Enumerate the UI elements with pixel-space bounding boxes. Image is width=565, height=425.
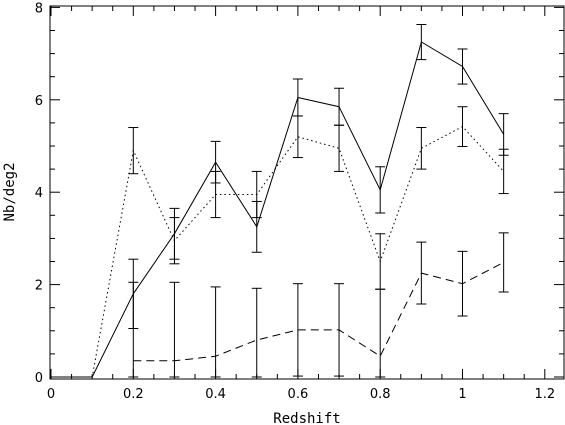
y-axis-title: Nb/deg2 <box>2 162 18 221</box>
y-tick-label: 8 <box>35 1 43 16</box>
series-line-solid <box>51 41 505 378</box>
y-tick-label: 4 <box>35 186 43 201</box>
series-dashed <box>128 232 509 378</box>
error-bar <box>375 166 386 214</box>
error-bar <box>498 232 509 293</box>
error-bar <box>334 283 345 377</box>
x-tick-label: 0.4 <box>205 387 226 402</box>
y-tick-label: 6 <box>35 94 43 109</box>
series-solid <box>51 23 509 378</box>
x-axis-title: Redshift <box>273 411 340 425</box>
error-bar <box>416 127 427 170</box>
error-bar <box>498 148 509 195</box>
error-bar <box>375 233 386 290</box>
plot-frame <box>49 5 565 380</box>
error-bar <box>375 288 386 378</box>
x-tick-label: 0.6 <box>288 387 309 402</box>
error-bar <box>169 281 180 378</box>
error-bar <box>251 287 262 378</box>
error-bar <box>210 170 221 219</box>
series-line-dashed <box>133 261 504 362</box>
series-layer <box>51 23 509 378</box>
x-tick-label: 0.2 <box>123 387 144 402</box>
y-tick-label: 0 <box>35 371 43 386</box>
error-bar <box>292 78 303 117</box>
error-bar <box>251 170 262 219</box>
error-bar <box>416 23 427 61</box>
error-bar <box>210 286 221 378</box>
error-bar <box>292 115 303 159</box>
error-bar <box>169 217 180 265</box>
series-line-dotted <box>51 125 505 378</box>
series-dotted <box>51 106 509 378</box>
error-bar <box>128 127 139 175</box>
error-bar <box>457 48 468 85</box>
x-tick-label: 0 <box>47 387 55 402</box>
error-bar <box>334 87 345 126</box>
axis-ticks <box>50 6 564 379</box>
tick-labels: 0 0.2 0.4 0.6 0.8 1 1.2 0 2 4 6 8 <box>35 1 555 402</box>
x-tick-label: 1 <box>458 387 466 402</box>
error-bar <box>334 124 345 172</box>
error-bar <box>457 250 468 317</box>
x-tick-label: 0.8 <box>370 387 391 402</box>
x-tick-label: 1.2 <box>534 387 555 402</box>
error-bar <box>416 241 427 305</box>
error-bar <box>292 283 303 377</box>
y-tick-label: 2 <box>35 279 43 294</box>
error-bar <box>457 106 468 147</box>
error-bar <box>128 281 139 378</box>
